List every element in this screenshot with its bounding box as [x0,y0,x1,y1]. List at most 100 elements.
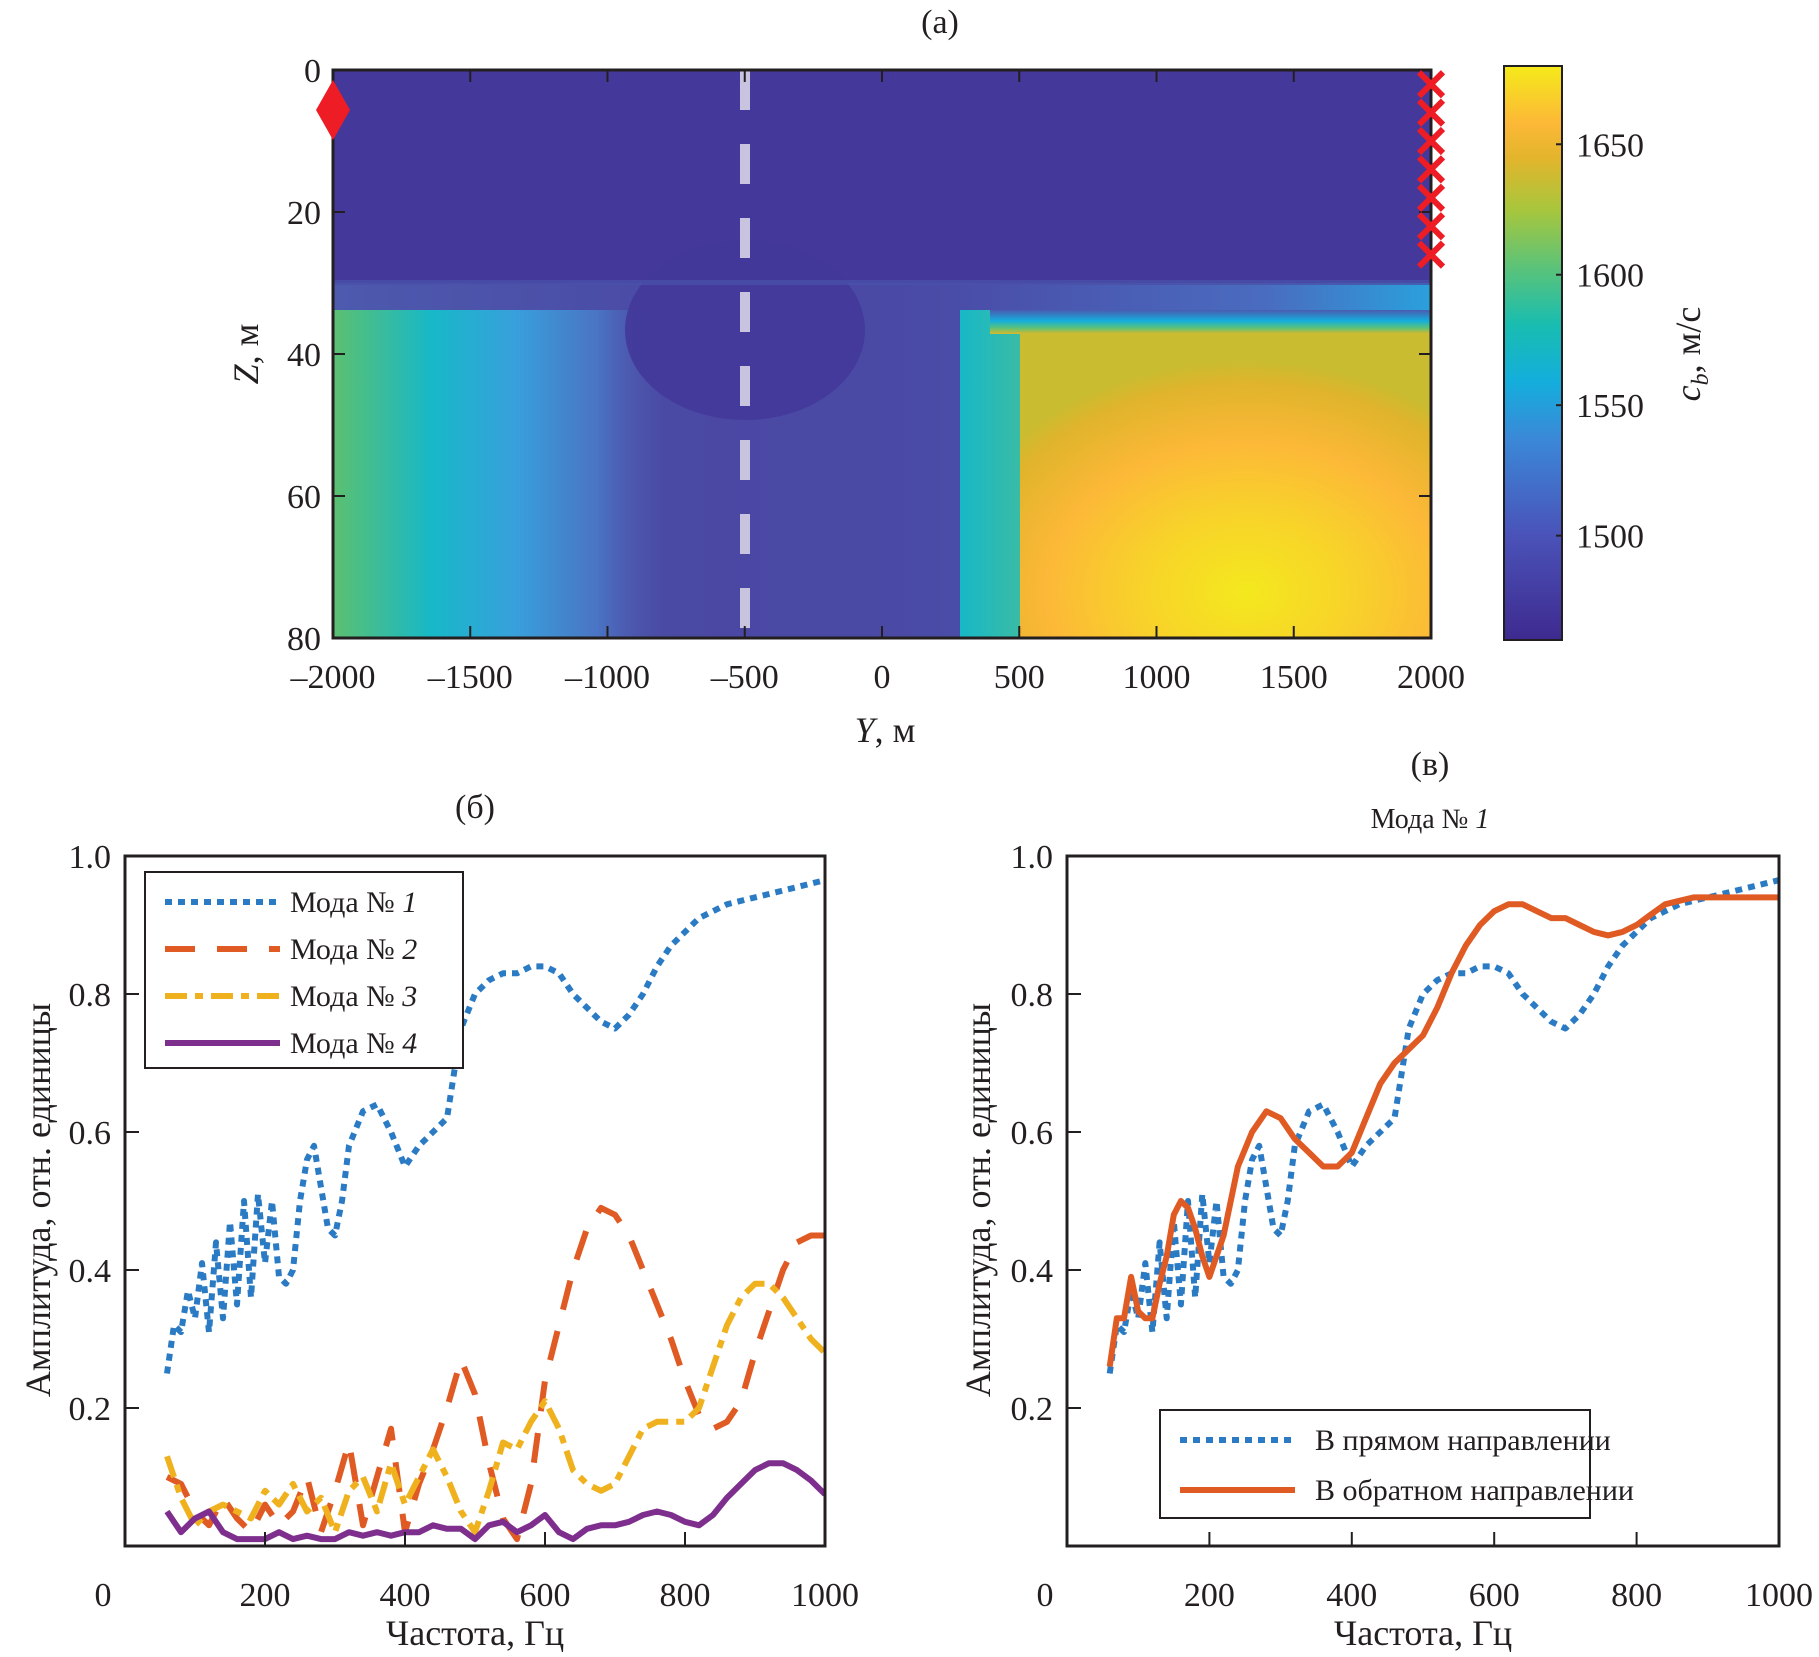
panel-c-subtitle-prefix: Мода № [1371,804,1476,835]
panel-b-ylabel: Амплитуда, отн. единицы [18,1003,58,1397]
panel-c-xtick-label: 800 [1611,1577,1662,1614]
panel-c-frame [1065,854,1781,1548]
heatmap-xtick-label: –2000 [290,659,376,696]
panel-b-label: (б) [455,789,495,826]
heatmap-left-slope [333,310,663,638]
legend-entry-prefix: Мода № [290,886,402,919]
heatmap-xlabel-unit: , м [875,710,916,750]
heatmap-interface [990,310,1431,334]
panel-c-series-2 [1106,894,1779,1368]
panel-b-ticks: 0 200 400 600 800 1000 0.2 0.4 0.6 0.8 1.0 [69,839,860,1614]
panel-c-xtick-label: 0 [1037,1577,1054,1614]
heatmap-ylabel-unit: , м [226,324,266,365]
panel-c-xlabel: Частота, Гц [1334,1613,1512,1653]
panel-b-lines [164,877,825,1543]
source-diamond-icon [316,80,350,140]
heatmap-ylabel-var: Z [226,363,266,384]
receiver-x-icon [1416,155,1446,184]
panel-c-xtick-label: 400 [1326,1577,1377,1614]
legend-entry-label: Мода № 2 [290,933,417,966]
panel-c-legend: В прямом направлении В обратном направлен… [1159,1409,1634,1519]
panel-c-subtitle: Мода № 1 [1371,804,1490,835]
legend-entry-label: В обратном направлении [1315,1474,1634,1507]
panel-c-xtick-label: 600 [1469,1577,1520,1614]
heatmap-ytick-label: 20 [287,195,321,232]
panel-c-ylabel: Амплитуда, отн. единицы [958,1003,998,1397]
legend-entry-number: 2 [402,933,417,966]
heatmap-xtick-label: 2000 [1397,659,1465,696]
panel-c: (в) Мода № 1 0 200 400 600 800 10000.20.40.60… [958,746,1813,1653]
heatmap-xlabel-var: Y [855,710,879,750]
panel-c-ticks: 0 200 400 600 800 1000 0.2 0.4 0.6 0.8 1.0 [1011,839,1814,1614]
heatmap-xtick-label: –1000 [564,659,650,696]
panel-c-label: (в) [1411,746,1450,783]
panel-c-xtick-label: 1000 [1745,1577,1813,1614]
receiver-x-icon [1416,240,1446,269]
legend-entry-label: Мода № 1 [290,886,417,919]
colorbar-tick-label: 1650 [1576,127,1644,164]
heatmap-xtick-label: 1000 [1123,659,1191,696]
panel-b-ytick-label: 0.2 [69,1391,112,1428]
panel-c-ytick-label: 0.2 [1011,1391,1054,1428]
heatmap-field [333,70,1431,638]
panel-c-ytick-label: 0.8 [1011,977,1054,1014]
panel-b-ytick-label: 0.8 [69,977,112,1014]
heatmap-ylabel: Z, м [226,324,266,385]
panel-b-xtick-label: 400 [380,1577,431,1614]
panel-c-ytick-label: 1.0 [1011,839,1054,876]
heatmap-xlabel: Y, м [855,710,916,750]
colorbar-ticks: 1500 1550 1600 1650 [1556,127,1644,556]
panel-b-series-3 [164,1280,825,1536]
colorbar-label-var: c [1668,385,1708,401]
heatmap-ytick-label: 40 [287,337,321,374]
legend-entry-label: В прямом направлении [1315,1424,1611,1457]
panel-b-ytick-label: 1.0 [69,839,112,876]
heatmap-xtick-label: –1500 [427,659,513,696]
legend-entry-number: 1 [402,886,417,919]
heatmap-xtick-label: 1500 [1260,659,1328,696]
panel-b-xlabel: Частота, Гц [386,1613,564,1653]
receiver-x-icon [1416,183,1446,212]
legend-entry-prefix: Мода № [290,980,402,1013]
panel-b-series-4 [164,1460,825,1543]
colorbar-tick-label: 1600 [1576,258,1644,295]
heatmap-xtick-label: 0 [874,659,891,696]
legend-entry-number: 4 [402,1027,417,1060]
legend-entry-prefix: Мода № [290,933,402,966]
legend-entry-number: 3 [401,980,417,1013]
receiver-x-icon [1416,212,1446,241]
panel-c-ytick-label: 0.4 [1011,1253,1054,1290]
colorbar-tick-label: 1550 [1576,388,1644,425]
panel-b-xtick-label: 600 [520,1577,571,1614]
panel-b-ytick-label: 0.4 [69,1253,112,1290]
panel-c-legend-box [1159,1409,1591,1519]
legend-entry-prefix: Мода № [290,1027,402,1060]
panel-b-xtick-label: 200 [240,1577,291,1614]
heatmap-xtick-label: –500 [710,659,779,696]
panel-b-xtick-label: 1000 [791,1577,859,1614]
colorbar-tick-label: 1500 [1576,519,1644,556]
receiver-markers [1416,70,1446,269]
panel-b: (б) 0 200 400 600 800 1000 0.2 0.4 0.6 0.8 1.0 Час… [18,789,859,1653]
panel-c-lines [1106,877,1779,1374]
panel-c-subtitle-num: 1 [1475,804,1489,835]
panel-b-series-2 [165,1204,825,1543]
panel-b-xtick-label: 800 [660,1577,711,1614]
heatmap-ytick-label: 80 [287,621,321,658]
heatmap-ticks: –2000 –1500 –1000 –500 0 500 1000 1500 2000 0 20 40… [287,53,1465,696]
panel-c-series-1 [1106,877,1779,1374]
panel-c-ytick-label: 0.6 [1011,1115,1054,1152]
legend-entry-label: Мода № 4 [290,1027,417,1060]
colorbar-label-unit: , м/с [1668,307,1708,374]
panel-c-xtick-label: 200 [1184,1577,1235,1614]
heatmap-xtick-label: 500 [994,659,1045,696]
receiver-x-icon [1416,126,1446,156]
panel-b-ytick-label: 0.6 [69,1115,112,1152]
heatmap-right-high [1020,330,1431,638]
panel-b-xtick-label: 0 [95,1577,112,1614]
panel-a: (а) –2000 –1500 –1000 –500 0 500 1000 1500 2000 0… [226,4,1714,750]
panel-b-frame [123,854,827,1548]
colorbar-label: cb, м/с [1668,307,1714,402]
